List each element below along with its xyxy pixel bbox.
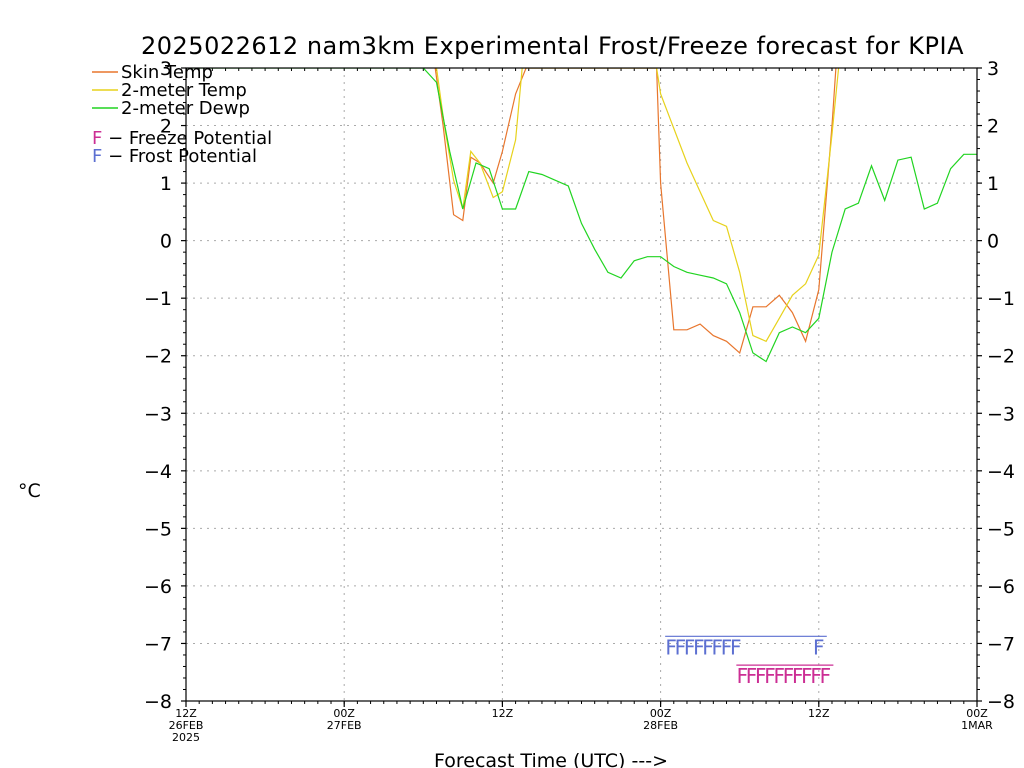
freeze-marker: F [764,664,776,688]
x-axis-label: Forecast Time (UTC) ---> [434,750,668,768]
y-tick-label-left: −8 [144,691,172,713]
x-tick-label: 28FEB [643,719,678,732]
x-tick-label: 26FEB [169,719,204,732]
freeze-marker: F [801,664,813,688]
freeze-marker: F [755,664,767,688]
x-tick-label: 12Z [175,707,197,720]
y-tick-label-left: 0 [160,231,172,253]
chart-title: 2025022612 nam3km Experimental Frost/Fre… [141,32,964,60]
y-tick-label-right: −7 [987,633,1015,655]
legend-label-2-meter-temp: 2-meter Temp [121,80,247,101]
y-tick-label-left: −1 [144,288,172,310]
series-line-2-meter-dewp [186,68,977,363]
frost-marker: F [813,635,825,659]
legend-potential-1: F − Frost Potential [92,146,257,167]
y-axis-label: °C [18,480,41,502]
series-line-2-meter-temp [435,68,840,343]
y-tick-label-left: −2 [144,346,172,368]
freeze-marker: F [773,664,785,688]
x-tick-label: 00Z [333,707,355,720]
x-tick-label: 12Z [492,707,514,720]
y-tick-label-right: −5 [987,518,1015,540]
legend-label-2-meter-dewp: 2-meter Dewp [121,98,250,119]
freeze-marker: F [746,664,758,688]
frost-marker: F [721,635,733,659]
y-tick-label-left: −3 [144,403,172,425]
y-tick-label-right: 3 [987,58,999,80]
y-tick-label-right: −4 [987,461,1015,483]
y-tick-label-left: 1 [160,173,172,195]
x-tick-label: 00Z [966,707,988,720]
frost-marker: F [730,635,742,659]
frost-marker: F [702,635,714,659]
freeze-marker: F [810,664,822,688]
frost-marker: F [712,635,724,659]
x-tick-label: 00Z [650,707,672,720]
axes: −8 −8 −7 −7 −6 −6 −5 −5 −4 −4 −3 −3 −2 −2 −1 −1 0 0 1 1 2 2 3 3… [144,58,1015,744]
y-tick-label-left: 2 [160,116,172,138]
legend-label-skin-temp: Skin Temp [121,62,213,83]
frost-marker: F [665,635,677,659]
y-tick-label-right: −3 [987,403,1015,425]
y-tick-label-left: −6 [144,576,172,598]
y-tick-label-right: −8 [987,691,1015,713]
y-tick-label-right: 0 [987,231,999,253]
frost-marker: F [693,635,705,659]
x-tick-label: 1MAR [961,719,993,732]
x-tick-label: 2025 [172,731,200,744]
plot-frame [185,67,978,702]
freeze-marker: F [792,664,804,688]
frost-marker: F [684,635,696,659]
freeze-marker: F [783,664,795,688]
series-line-skin-temp [434,68,837,354]
frost-marker: F [675,635,687,659]
y-tick-label-right: −1 [987,288,1015,310]
y-tick-label-right: −6 [987,576,1015,598]
y-tick-label-right: −2 [987,346,1015,368]
y-tick-label-left: −5 [144,518,172,540]
y-tick-label-right: 1 [987,173,999,195]
x-tick-label: 12Z [808,707,830,720]
y-tick-label-left: −7 [144,633,172,655]
series-lines [186,68,977,363]
y-tick-label-left: −4 [144,461,172,483]
x-tick-label: 27FEB [327,719,362,732]
gridlines [186,68,977,701]
freeze-marker: F [820,664,832,688]
y-tick-label-right: 2 [987,116,999,138]
freeze-marker: F [737,664,749,688]
y-tick-label-left: 3 [160,58,172,80]
legend-potential-0: F − Freeze Potential [92,128,272,149]
